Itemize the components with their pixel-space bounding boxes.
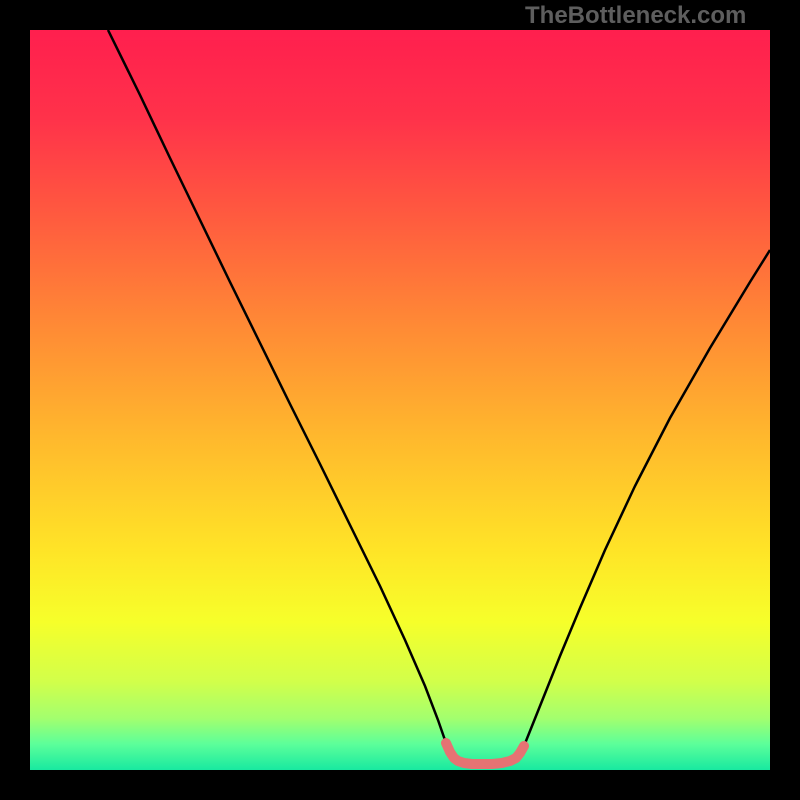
plot-area	[30, 30, 770, 770]
watermark-text: TheBottleneck.com	[525, 2, 746, 30]
chart-svg	[30, 30, 770, 770]
chart-container: TheBottleneck.com	[0, 0, 800, 800]
optimal-range-marker	[446, 743, 524, 764]
bottleneck-curve	[108, 30, 770, 764]
